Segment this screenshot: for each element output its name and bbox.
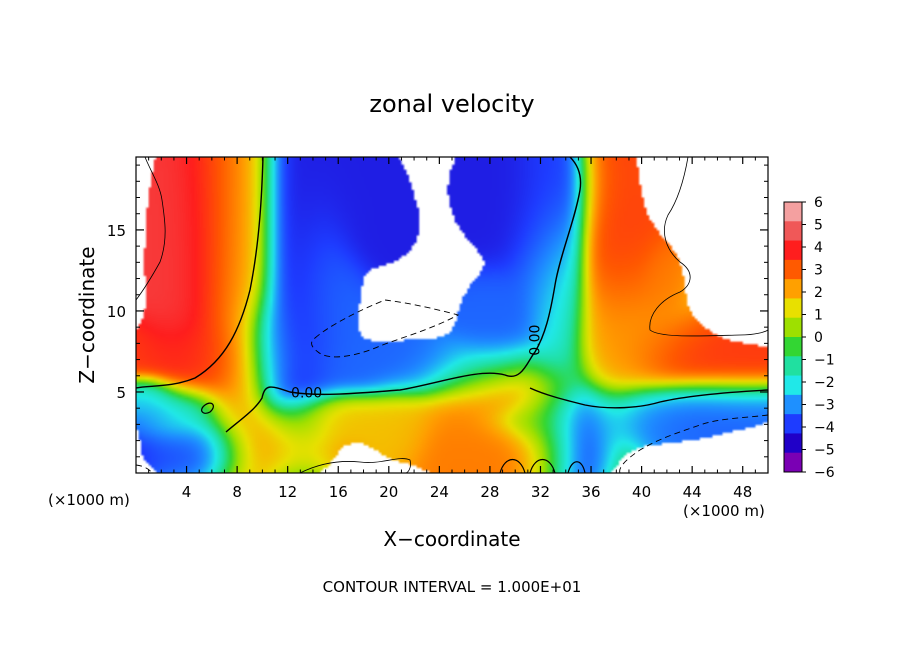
colorbar: 6 5 4 3 2 1 0 −1 −2 −3 −4 −5 −6 — [783, 195, 835, 481]
contour-label: 0.00 — [291, 386, 322, 402]
zero-contour-left — [136, 157, 264, 389]
plot-area: 0.00 0.00 — [135, 156, 769, 474]
colorbar-label: −1 — [814, 353, 835, 369]
thin-contour-bottom — [299, 458, 411, 473]
contour-lines — [136, 157, 768, 473]
x-tick-label: 40 — [632, 483, 651, 501]
colorbar-swatch — [784, 414, 802, 434]
colorbar-label: −3 — [814, 398, 835, 414]
x-unit-left: (×1000 m) — [48, 491, 130, 509]
y-tick-label: 10 — [107, 303, 126, 321]
x-tick-label: 4 — [182, 483, 192, 501]
colorbar-label: 3 — [814, 263, 823, 279]
y-tick-label: 5 — [116, 384, 126, 402]
colorbar-label: 5 — [814, 218, 823, 234]
colorbar-swatch — [784, 317, 802, 338]
velocity-field — [136, 157, 768, 473]
axis-ticks — [136, 157, 768, 473]
zero-contour-lower-loop — [201, 402, 214, 414]
zero-contour-lower-right — [529, 387, 768, 409]
colorbar-label: 0 — [814, 330, 823, 346]
y-axis-label: Z−coordinate — [75, 246, 99, 383]
x-tick-label: 16 — [329, 483, 348, 501]
contour-interval-note: CONTOUR INTERVAL = 1.000E+01 — [323, 578, 582, 596]
contour-label: 0.00 — [527, 325, 543, 356]
x-axis-label: X−coordinate — [383, 527, 520, 551]
x-tick-label: 32 — [531, 483, 550, 501]
colorbar-swatch — [784, 202, 802, 222]
zero-contour-middle — [225, 157, 582, 433]
colorbar-swatch — [784, 433, 802, 454]
colorbar-swatch — [784, 375, 802, 396]
x-tick-label: 8 — [232, 483, 242, 501]
x-tick-label: 12 — [278, 483, 297, 501]
contour-labels: 0.00 0.00 — [291, 325, 543, 402]
chart-title: zonal velocity — [369, 90, 534, 118]
colorbar-label: 1 — [814, 308, 823, 324]
x-tick-label: 48 — [733, 483, 752, 501]
colorbar-label: 4 — [814, 240, 823, 256]
colorbar-label: 2 — [814, 285, 823, 301]
x-tick-label: 28 — [480, 483, 499, 501]
colorbar-swatch — [784, 240, 802, 261]
thin-contour-upper-left — [136, 157, 166, 301]
x-tick-label: 36 — [581, 483, 600, 501]
colorbar-label: 6 — [814, 195, 823, 211]
colorbar-swatch — [784, 279, 802, 299]
thin-contour-upper-right — [649, 157, 768, 337]
y-tick-label: 15 — [107, 222, 126, 240]
colorbar-label: −2 — [814, 375, 835, 391]
colorbar-swatch — [784, 394, 802, 415]
x-tick-label: 20 — [379, 483, 398, 501]
colorbar-swatch — [784, 452, 802, 473]
dashed-contour-center — [311, 299, 460, 358]
dashed-contour-lower-left — [136, 464, 153, 473]
colorbar-swatch — [784, 259, 802, 280]
colorbar-swatch — [784, 337, 802, 357]
x-unit-right: (×1000 m) — [683, 502, 765, 520]
colorbar-label: −6 — [814, 465, 835, 481]
colorbar-swatch — [784, 298, 802, 319]
x-tick-label: 44 — [683, 483, 702, 501]
colorbar-swatch — [784, 356, 802, 377]
zero-contour-bottom-bumps — [499, 458, 586, 473]
y-tick-labels: 5 10 15 — [107, 222, 126, 402]
colorbar-label: −4 — [814, 420, 835, 436]
x-tick-labels: 4 8 12 16 20 24 28 32 36 40 44 48 — [182, 483, 752, 501]
dashed-contour-lower-right — [619, 414, 768, 473]
x-tick-label: 24 — [430, 483, 449, 501]
colorbar-label: −5 — [814, 443, 835, 459]
colorbar-swatch — [784, 221, 802, 242]
